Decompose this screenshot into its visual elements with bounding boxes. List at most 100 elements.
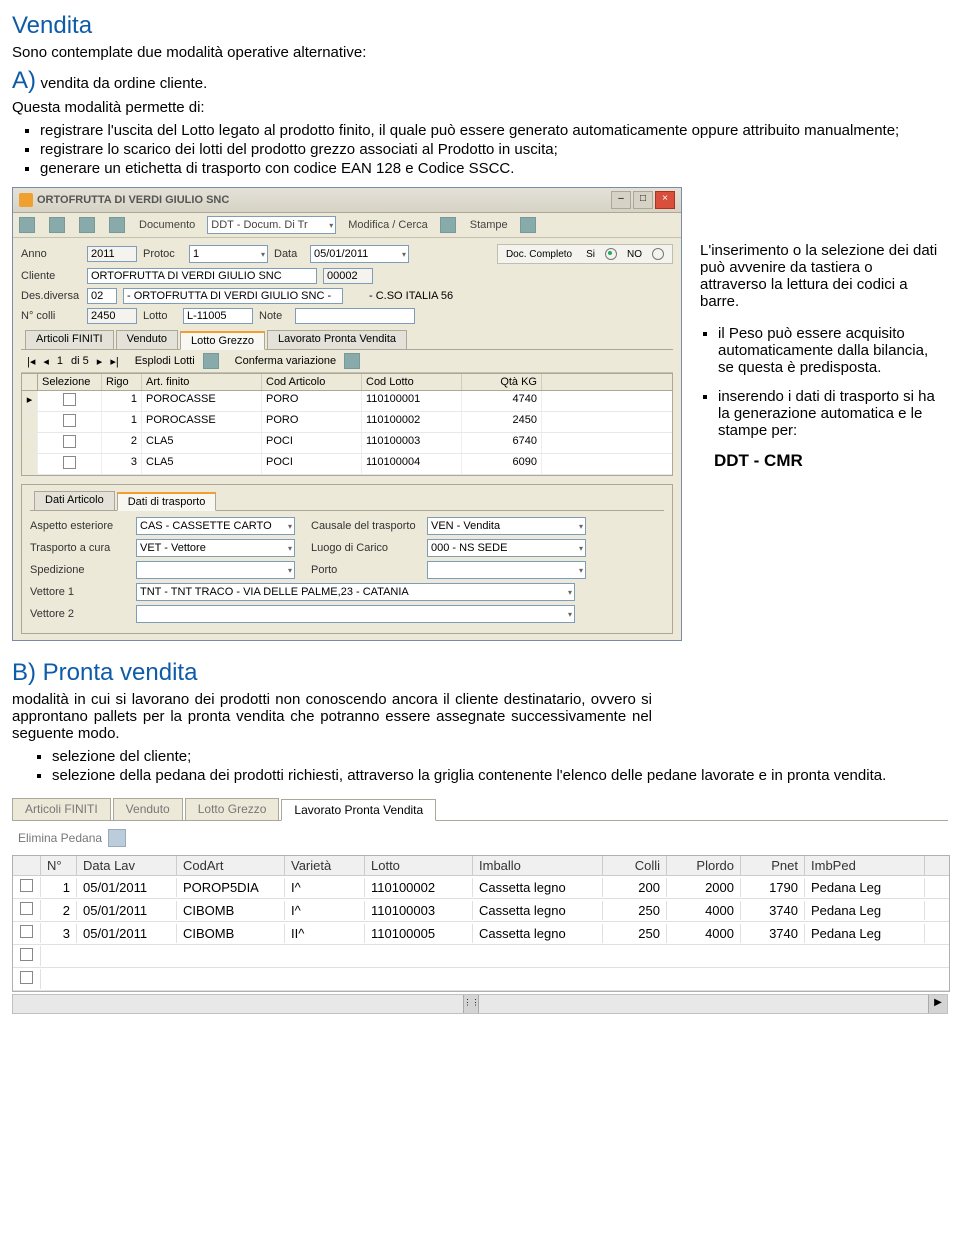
window-title: ORTOFRUTTA DI VERDI GIULIO SNC: [37, 194, 607, 206]
nav-prev-icon[interactable]: [49, 217, 65, 233]
tab-articoli-finiti[interactable]: Articoli FINITI: [25, 330, 114, 349]
tab-dati-articolo[interactable]: Dati Articolo: [34, 491, 115, 510]
tab-lotto-grezzo[interactable]: Lotto Grezzo: [180, 331, 265, 350]
cell-codlot: 110100004: [362, 454, 462, 474]
sped-select[interactable]: [136, 561, 295, 579]
esplodi-button[interactable]: Esplodi Lotti: [135, 355, 195, 367]
lotto-input[interactable]: [183, 308, 253, 324]
col-selezione[interactable]: Selezione: [38, 374, 102, 390]
tab-articoli-finiti-2[interactable]: Articoli FINITI: [12, 798, 111, 820]
toolbar-stampe-label[interactable]: Stampe: [470, 219, 508, 231]
table-row[interactable]: ▸1POROCASSEPORO1101000014740: [22, 391, 672, 412]
toolbar-doc-label: Documento: [139, 219, 195, 231]
cliente-code-input[interactable]: [323, 268, 373, 284]
col-artfinito[interactable]: Art. finito: [142, 374, 262, 390]
conferma-button[interactable]: Conferma variazione: [235, 355, 337, 367]
col-plordo[interactable]: Plordo: [667, 856, 741, 875]
app-icon: [19, 193, 33, 207]
anno-input[interactable]: [87, 246, 137, 262]
close-button[interactable]: ×: [655, 191, 675, 209]
tab-venduto[interactable]: Venduto: [116, 330, 178, 349]
doc-completo-group: Doc. Completo Si NO: [497, 244, 673, 264]
table-row[interactable]: 105/01/2011POROP5DIAI^110100002Cassetta …: [13, 876, 949, 899]
col-rigo[interactable]: Rigo: [102, 374, 142, 390]
table-row[interactable]: 205/01/2011CIBOMBI^110100003Cassetta leg…: [13, 899, 949, 922]
causale-select[interactable]: VEN - Vendita: [427, 517, 586, 535]
col-datalav[interactable]: Data Lav: [77, 856, 177, 875]
no-radio[interactable]: [652, 248, 664, 260]
tab-lavorato-pronta-2[interactable]: Lavorato Pronta Vendita: [281, 799, 436, 821]
vet2-select[interactable]: [136, 605, 575, 623]
search-icon[interactable]: [440, 217, 456, 233]
protoc-select[interactable]: 1: [189, 245, 268, 263]
si-radio[interactable]: [605, 248, 617, 260]
minimize-button[interactable]: –: [611, 191, 631, 209]
vet1-select[interactable]: TNT - TNT TRACO - VIA DELLE PALME,23 - C…: [136, 583, 575, 601]
bullet: selezione della pedana dei prodotti rich…: [52, 767, 948, 784]
elimina-pedana-button[interactable]: Elimina Pedana: [18, 831, 102, 845]
col-imballo[interactable]: Imballo: [473, 856, 603, 875]
col-n[interactable]: N°: [41, 856, 77, 875]
table-row[interactable]: 3CLA5POCI1101000046090: [22, 454, 672, 475]
refresh-icon[interactable]: [108, 829, 126, 847]
col-varieta[interactable]: Varietà: [285, 856, 365, 875]
nav-next-icon[interactable]: ▸: [97, 355, 103, 368]
scroll-handle[interactable]: ⋮⋮: [463, 995, 479, 1013]
col-qta[interactable]: Qtà KG: [462, 374, 542, 390]
col-codarticolo[interactable]: Cod Articolo: [262, 374, 362, 390]
lotto-grid: Selezione Rigo Art. finito Cod Articolo …: [21, 373, 673, 476]
row-header: [22, 412, 38, 432]
nav-next-icon[interactable]: [79, 217, 95, 233]
row-check[interactable]: [20, 925, 33, 938]
col-codart[interactable]: CodArt: [177, 856, 285, 875]
table-row[interactable]: 1POROCASSEPORO1101000022450: [22, 412, 672, 433]
nav-prev-icon[interactable]: ◂: [43, 355, 49, 368]
tab-lavorato-pronta[interactable]: Lavorato Pronta Vendita: [267, 330, 407, 349]
data-select[interactable]: 05/01/2011: [310, 245, 409, 263]
tabs-sub: Dati Articolo Dati di trasporto: [30, 491, 664, 511]
cell-codart: POCI: [262, 454, 362, 474]
tab-venduto-2[interactable]: Venduto: [113, 798, 183, 820]
aspetto-select[interactable]: CAS - CASSETTE CARTO: [136, 517, 295, 535]
nav-last-icon[interactable]: [109, 217, 125, 233]
nav-last-icon[interactable]: ▸|: [110, 355, 118, 368]
doc-type-select[interactable]: DDT - Docum. Di Tr: [207, 216, 336, 234]
print-icon[interactable]: [520, 217, 536, 233]
row-check[interactable]: [20, 902, 33, 915]
row-check[interactable]: [20, 971, 33, 984]
table-row[interactable]: 305/01/2011CIBOMBII^110100005Cassetta le…: [13, 922, 949, 945]
row-check[interactable]: [63, 435, 76, 448]
nav-first-icon[interactable]: |◂: [27, 355, 35, 368]
trasporto-select[interactable]: VET - Vettore: [136, 539, 295, 557]
col-lotto[interactable]: Lotto: [365, 856, 473, 875]
col-pnet[interactable]: Pnet: [741, 856, 805, 875]
maximize-button[interactable]: □: [633, 191, 653, 209]
tab-lotto-grezzo-2[interactable]: Lotto Grezzo: [185, 798, 280, 820]
col-colli[interactable]: Colli: [603, 856, 667, 875]
col-check: [13, 856, 41, 875]
luogo-select[interactable]: 000 - NS SEDE: [427, 539, 586, 557]
row-check[interactable]: [63, 456, 76, 469]
row-check[interactable]: [63, 414, 76, 427]
cliente-input[interactable]: [87, 268, 317, 284]
scroll-right-arrow[interactable]: ▶: [928, 995, 947, 1013]
table-row[interactable]: 2CLA5POCI1101000036740: [22, 433, 672, 454]
tab-dati-trasporto[interactable]: Dati di trasporto: [117, 492, 217, 511]
des-code-input[interactable]: [87, 288, 117, 304]
save-icon[interactable]: [344, 353, 360, 369]
row-check[interactable]: [20, 948, 33, 961]
row-check[interactable]: [63, 393, 76, 406]
row-check[interactable]: [20, 879, 33, 892]
col-codlotto[interactable]: Cod Lotto: [362, 374, 462, 390]
des-input[interactable]: [123, 288, 343, 304]
cell-lot: 110100003: [365, 901, 473, 920]
colli-input[interactable]: [87, 308, 137, 324]
nav-first-icon[interactable]: [19, 217, 35, 233]
col-imbped[interactable]: ImbPed: [805, 856, 925, 875]
cell-lot: 110100005: [365, 924, 473, 943]
esplodi-icon[interactable]: [203, 353, 219, 369]
note-input[interactable]: [295, 308, 415, 324]
h-scrollbar[interactable]: ⋮⋮ ▶: [12, 994, 948, 1014]
porto-select[interactable]: [427, 561, 586, 579]
toolbar-modifica-label[interactable]: Modifica / Cerca: [348, 219, 427, 231]
